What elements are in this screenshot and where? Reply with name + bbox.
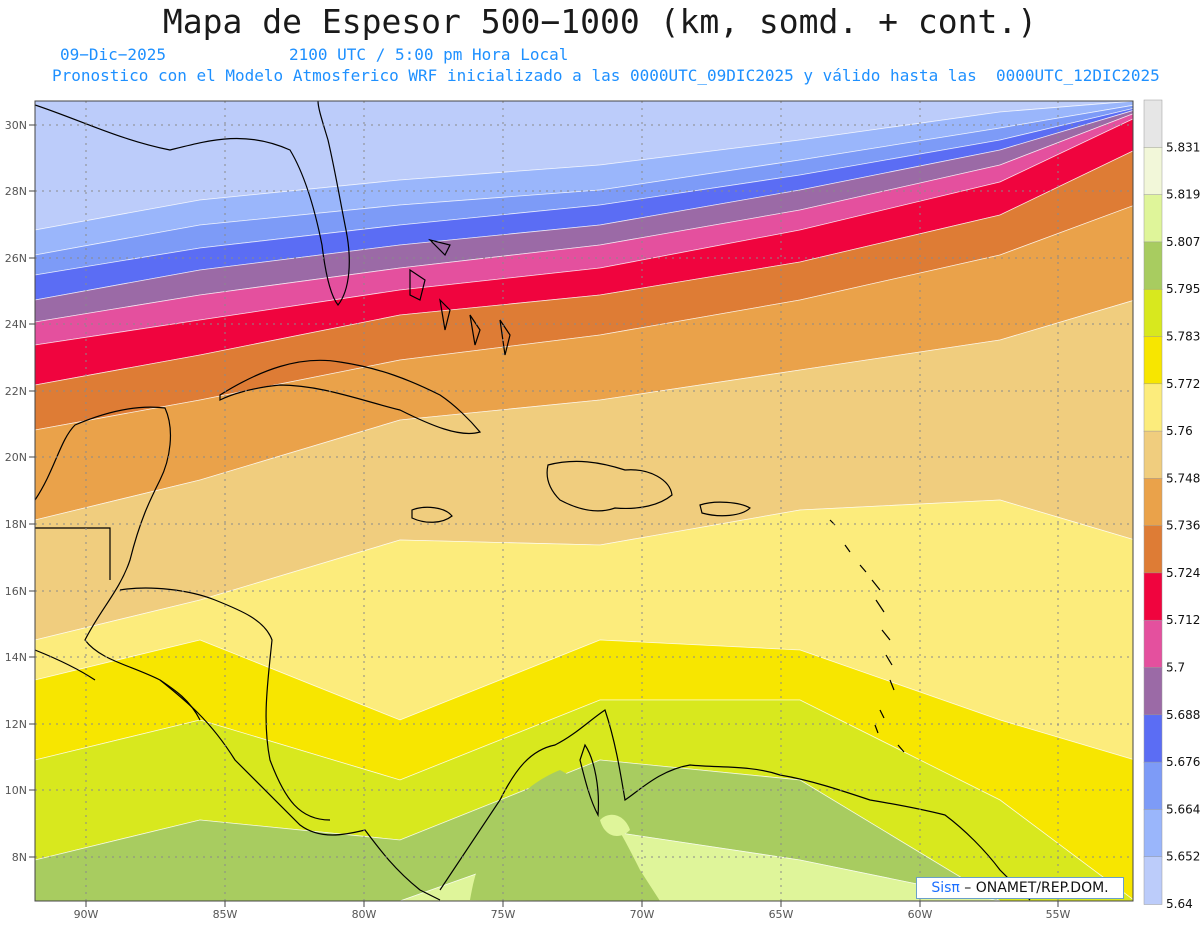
latitude-label: 16N bbox=[5, 585, 27, 598]
latitude-label: 22N bbox=[5, 385, 27, 398]
plot-frame bbox=[34, 100, 1134, 902]
legend-label: 5.831 bbox=[1166, 140, 1200, 154]
map-title: Mapa de Espesor 500−1000 (km, somd. + co… bbox=[162, 2, 1038, 41]
thickness-patch bbox=[600, 814, 630, 836]
legend-swatch bbox=[1143, 147, 1163, 196]
legend-swatch bbox=[1143, 288, 1163, 338]
legend-label: 5.76 bbox=[1166, 424, 1193, 438]
thickness-bands bbox=[35, 101, 1133, 901]
legend-label: 5.664 bbox=[1166, 802, 1200, 816]
longitude-label: 60W bbox=[908, 908, 933, 921]
longitude-label: 55W bbox=[1046, 908, 1071, 921]
legend-swatch bbox=[1143, 761, 1163, 811]
legend-swatch bbox=[1143, 99, 1163, 149]
forecast-date: 09−Dic−2025 bbox=[60, 45, 166, 64]
latitude-label: 28N bbox=[5, 185, 27, 198]
longitude-axis: 90W 85W 80W 75W 70W 65W 60W 55W bbox=[74, 901, 1071, 921]
legend-swatch bbox=[1143, 525, 1163, 574]
legend-swatch bbox=[1143, 856, 1163, 905]
longitude-label: 65W bbox=[769, 908, 794, 921]
legend-label: 5.7 bbox=[1166, 661, 1185, 675]
legend-swatch bbox=[1143, 714, 1163, 763]
legend-swatch bbox=[1143, 809, 1163, 858]
legend-swatch bbox=[1143, 430, 1163, 480]
legend-label: 5.748 bbox=[1166, 471, 1200, 485]
credit-brand: Sisπ bbox=[931, 880, 960, 896]
legend-swatch bbox=[1143, 383, 1163, 432]
legend-label: 5.783 bbox=[1166, 330, 1200, 344]
thickness-patch bbox=[470, 770, 660, 901]
legend-label: 5.676 bbox=[1166, 755, 1200, 769]
latitude-label: 10N bbox=[5, 784, 27, 797]
credit-box: Sisπ – ONAMET/REP.DOM. bbox=[916, 877, 1124, 899]
credit-text: – ONAMET/REP.DOM. bbox=[959, 880, 1109, 896]
latitude-label: 26N bbox=[5, 252, 27, 265]
coastlines bbox=[35, 101, 1031, 901]
longitude-label: 70W bbox=[630, 908, 655, 921]
legend-swatch bbox=[1143, 619, 1163, 669]
latitude-label: 8N bbox=[12, 851, 27, 864]
legend-label: 5.724 bbox=[1166, 566, 1200, 580]
latitude-label: 14N bbox=[5, 651, 27, 664]
latitude-label: 20N bbox=[5, 451, 27, 464]
longitude-label: 75W bbox=[491, 908, 516, 921]
legend-label: 5.795 bbox=[1166, 282, 1200, 296]
latitude-label: 24N bbox=[5, 318, 27, 331]
longitude-label: 80W bbox=[352, 908, 377, 921]
longitude-label: 85W bbox=[213, 908, 238, 921]
legend-label: 5.712 bbox=[1166, 613, 1200, 627]
legend-label: 5.652 bbox=[1166, 850, 1200, 864]
legend-swatch bbox=[1143, 336, 1163, 385]
latitude-label: 18N bbox=[5, 518, 27, 531]
forecast-time: 2100 UTC / 5:00 pm Hora Local bbox=[289, 45, 569, 64]
graticule bbox=[35, 101, 1133, 901]
legend-label: 5.807 bbox=[1166, 235, 1200, 249]
color-legend: 5.831 5.819 5.807 5.795 5.783 5.772 5.76 5.748 5… bbox=[1143, 99, 1200, 911]
latitude-label: 30N bbox=[5, 119, 27, 132]
latitude-label: 12N bbox=[5, 718, 27, 731]
latitude-axis: 30N 28N 26N 24N 22N 20N 18N 16N 14N 12N 10N 8N bbox=[5, 119, 35, 864]
legend-label: 5.819 bbox=[1166, 188, 1200, 202]
legend-label: 5.736 bbox=[1166, 519, 1200, 533]
legend-swatch bbox=[1143, 241, 1163, 290]
longitude-label: 90W bbox=[74, 908, 99, 921]
legend-swatch bbox=[1143, 478, 1163, 527]
forecast-description: Pronostico con el Modelo Atmosferico WRF… bbox=[52, 66, 1160, 85]
legend-swatch bbox=[1143, 667, 1163, 716]
legend-swatch bbox=[1143, 572, 1163, 621]
legend-swatch bbox=[1143, 194, 1163, 243]
legend-label: 5.772 bbox=[1166, 377, 1200, 391]
legend-label: 5.688 bbox=[1166, 708, 1200, 722]
legend-label: 5.64 bbox=[1166, 897, 1193, 911]
